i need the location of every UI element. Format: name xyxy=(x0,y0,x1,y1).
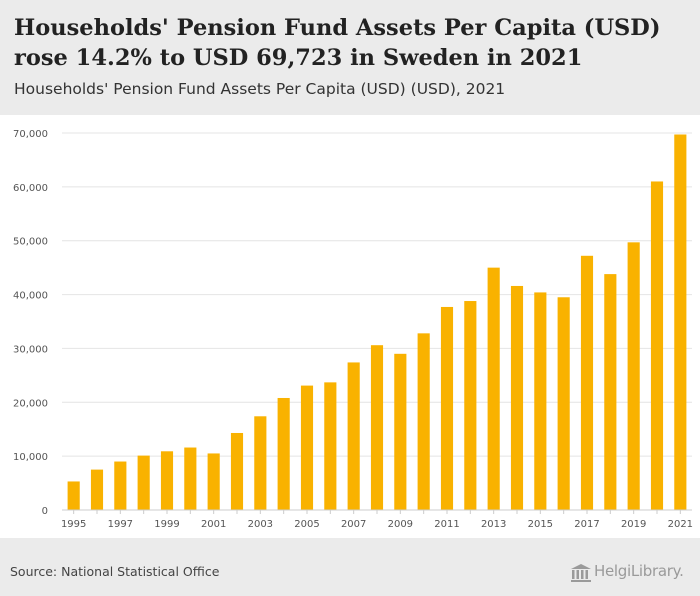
bar-1996[interactable] xyxy=(90,469,104,510)
bar-2004[interactable] xyxy=(277,397,290,510)
x-tick-label: 2017 xyxy=(574,519,599,530)
bar-1998[interactable] xyxy=(137,455,150,510)
x-tick-label: 2015 xyxy=(528,519,553,530)
bar-2001[interactable] xyxy=(207,453,220,510)
bar-2007[interactable] xyxy=(347,362,360,510)
bar-2015[interactable] xyxy=(534,292,547,510)
bar-1995[interactable] xyxy=(67,481,80,510)
y-tick-label: 30,000 xyxy=(13,344,48,355)
x-tick-label: 2011 xyxy=(434,519,459,530)
bar-chart: 0 10,000 20,000 30,000 40,000 50,000 60,000 70,… xyxy=(13,129,693,530)
bar-2009[interactable] xyxy=(394,353,407,510)
bar-2014[interactable] xyxy=(510,285,524,510)
bar-2016[interactable] xyxy=(557,297,570,510)
bar-2018[interactable] xyxy=(604,274,617,510)
x-tick-label: 2001 xyxy=(201,519,226,530)
chart-footer: Source: National Statistical Office Helg… xyxy=(0,538,700,596)
x-tick-label: 2013 xyxy=(481,519,506,530)
x-tick-label: 2005 xyxy=(294,519,319,530)
bars xyxy=(67,134,687,511)
bar-2000[interactable] xyxy=(184,447,197,510)
x-tick-label: 2019 xyxy=(621,519,646,530)
x-tick-label: 2009 xyxy=(388,519,413,530)
y-tick-label: 10,000 xyxy=(13,452,48,463)
bar-2013[interactable] xyxy=(487,267,500,510)
bar-2019[interactable] xyxy=(627,242,640,510)
bar-2010[interactable] xyxy=(417,333,430,510)
x-tick-label: 1995 xyxy=(61,519,86,530)
bar-2011[interactable] xyxy=(440,306,454,510)
x-tick-label: 1999 xyxy=(154,519,179,530)
bar-2003[interactable] xyxy=(254,416,267,510)
bar-2017[interactable] xyxy=(580,255,594,510)
logo-text: HelgiLibrary. xyxy=(594,562,684,580)
bar-2008[interactable] xyxy=(370,345,384,510)
y-tick-label: 70,000 xyxy=(13,129,48,140)
y-tick-label: 40,000 xyxy=(13,291,48,302)
y-tick-label: 60,000 xyxy=(13,183,48,194)
bar-2002[interactable] xyxy=(230,432,244,510)
chart-subtitle: Households' Pension Fund Assets Per Capi… xyxy=(14,80,506,98)
bar-1997[interactable] xyxy=(114,461,127,510)
bar-1999[interactable] xyxy=(160,451,174,510)
bar-2005[interactable] xyxy=(300,385,314,510)
source-note: Source: National Statistical Office xyxy=(10,564,220,579)
x-tick-label: 2003 xyxy=(248,519,273,530)
chart-header: Households' Pension Fund Assets Per Capi… xyxy=(0,0,700,115)
x-tick-label: 2021 xyxy=(668,519,693,530)
helgi-library-logo[interactable]: HelgiLibrary. xyxy=(570,562,692,584)
bar-2021[interactable] xyxy=(674,134,687,511)
x-axis: 1995 1997 1999 2001 2003 2005 2007 2009 2011 2013… xyxy=(61,509,693,530)
y-tick-label: 0 xyxy=(42,506,48,517)
bar-2020[interactable] xyxy=(650,181,664,510)
bar-2006[interactable] xyxy=(324,382,337,510)
y-tick-label: 20,000 xyxy=(13,398,48,409)
plot-area: 0 10,000 20,000 30,000 40,000 50,000 60,000 70,… xyxy=(0,115,700,538)
y-axis: 0 10,000 20,000 30,000 40,000 50,000 60,000 70,… xyxy=(13,129,48,517)
x-tick-label: 1997 xyxy=(108,519,133,530)
bar-2012[interactable] xyxy=(464,301,477,510)
chart-title: Households' Pension Fund Assets Per Capi… xyxy=(14,15,661,71)
x-tick-label: 2007 xyxy=(341,519,366,530)
y-tick-label: 50,000 xyxy=(13,237,48,248)
library-building-icon xyxy=(571,564,591,582)
